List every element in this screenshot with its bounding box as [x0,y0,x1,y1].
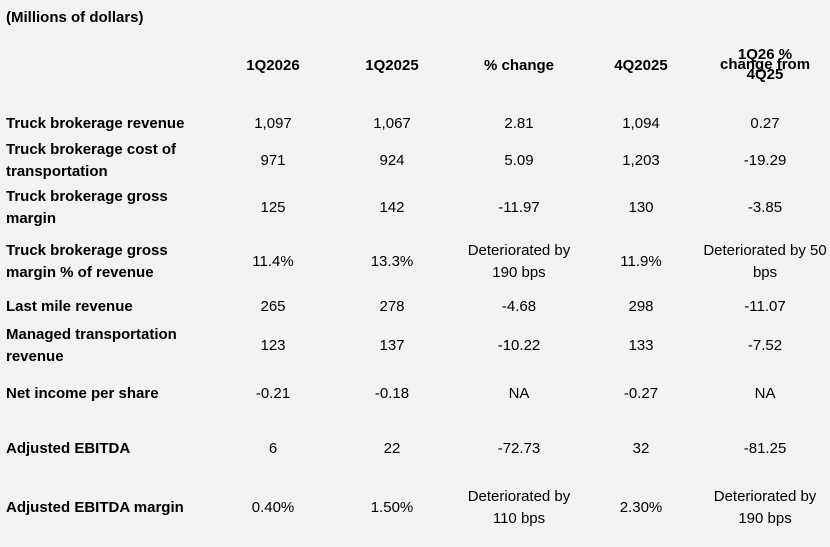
cell-1q2026: 971 [260,152,286,169]
cell-change-from-4q25: 0.27 [750,115,780,132]
cell-1q2025: 1.50% [370,498,414,516]
row-label: Managed transportation revenue [6,326,177,365]
cell-4q2025: 1,203 [622,152,660,169]
cell-4q2025: 298 [628,298,654,315]
table-row: Last mile revenue 265 278 -4.68 298 -11.… [0,292,830,322]
cell-1q2026: 6 [268,440,278,457]
cell-1q2026: 265 [260,298,286,315]
cell-4q2025: 32 [632,440,650,457]
cell-change-from-4q25: -81.25 [743,440,787,457]
cell-pct-change: Deteriorated by 110 bps [467,487,571,527]
header-blank [0,32,218,110]
cell-pct-change: -11.97 [498,199,540,216]
cell-pct-change: 5.09 [504,152,534,169]
units-label: (Millions of dollars) [6,9,144,26]
cell-4q2025: 1,094 [622,115,660,132]
cell-pct-change: 2.81 [504,115,534,132]
cell-4q2025: 2.30% [619,498,663,516]
cell-change-from-4q25: NA [754,385,776,402]
cell-1q2025: 142 [379,199,405,216]
table-row: Managed transportation revenue 123 137 -… [0,322,830,370]
table-row: Adjusted EBITDA margin 0.40% 1.50% Deter… [0,480,830,535]
cell-1q2025: 22 [383,440,401,457]
cell-1q2025: 1,067 [373,115,411,132]
table-row: Truck brokerage revenue 1,097 1,067 2.81… [0,110,830,138]
cell-4q2025: -0.27 [623,385,659,402]
header-row: 1Q2026 1Q2025 % change 4Q2025 1Q26 % cha… [0,32,830,110]
cell-change-from-4q25: Deteriorated by 50 bps [703,242,827,281]
header-line: 4Q25 [746,66,784,83]
header-pct-change: % change [483,57,555,74]
cell-pct-change: NA [508,385,530,402]
row-label: Last mile revenue [6,298,133,315]
cell-pct-change: -4.68 [501,298,537,315]
cell-1q2026: 11.4% [252,253,294,270]
cell-pct-change: Deteriorated by 190 bps [467,242,571,281]
row-label: Net income per share [6,385,159,402]
row-label: Truck brokerage revenue [6,115,185,132]
table-row: Truck brokerage cost of transportation 9… [0,138,830,184]
header-line: 1Q26 % [737,46,793,63]
cell-1q2026: -0.21 [255,385,291,402]
row-label: Truck brokerage gross margin [6,188,168,227]
row-label: Truck brokerage gross margin % of revenu… [6,242,168,281]
cell-change-from-4q25: -3.85 [747,199,783,216]
cell-1q2026: 123 [260,337,286,354]
row-label: Adjusted EBITDA [6,440,131,457]
cell-1q2026: 0.40% [251,498,295,516]
cell-1q2025: -0.18 [374,385,410,402]
header-1q2026: 1Q2026 [246,57,300,74]
cell-pct-change: -10.22 [497,337,541,354]
row-label: Truck brokerage cost of transportation [6,141,177,180]
cell-4q2025: 130 [628,199,654,216]
header-line: change from [720,56,811,73]
header-1q26-change-from-4q25: 1Q26 % change from 4Q25 [700,32,830,110]
header-1q2025: 1Q2025 [365,57,419,74]
financial-results-table: (Millions of dollars) 1Q2026 1Q2025 % ch… [0,0,830,535]
cell-pct-change: -72.73 [497,440,541,457]
cell-1q2025: 278 [379,298,405,315]
cell-change-from-4q25: -11.07 [744,298,786,315]
cell-1q2025: 924 [379,152,405,169]
table-row: Adjusted EBITDA 6 22 -72.73 32 -81.25 [0,418,830,480]
table-row: Net income per share -0.21 -0.18 NA -0.2… [0,370,830,418]
cell-4q2025: 11.9% [620,253,662,270]
cell-change-from-4q25: Deteriorated by 190 bps [713,487,817,527]
cell-change-from-4q25: -7.52 [747,337,783,354]
cell-change-from-4q25: -19.29 [743,152,787,169]
cell-4q2025: 133 [628,337,654,354]
cell-1q2025: 13.3% [370,253,414,270]
units-row: (Millions of dollars) [0,0,830,32]
cell-1q2025: 137 [379,337,405,354]
table-row: Truck brokerage gross margin % of revenu… [0,232,830,292]
cell-1q2026: 125 [260,199,286,216]
header-4q2025: 4Q2025 [614,57,668,74]
table-row: Truck brokerage gross margin 125 142 -11… [0,184,830,232]
cell-1q2026: 1,097 [254,115,292,132]
row-label: Adjusted EBITDA margin [6,498,184,516]
